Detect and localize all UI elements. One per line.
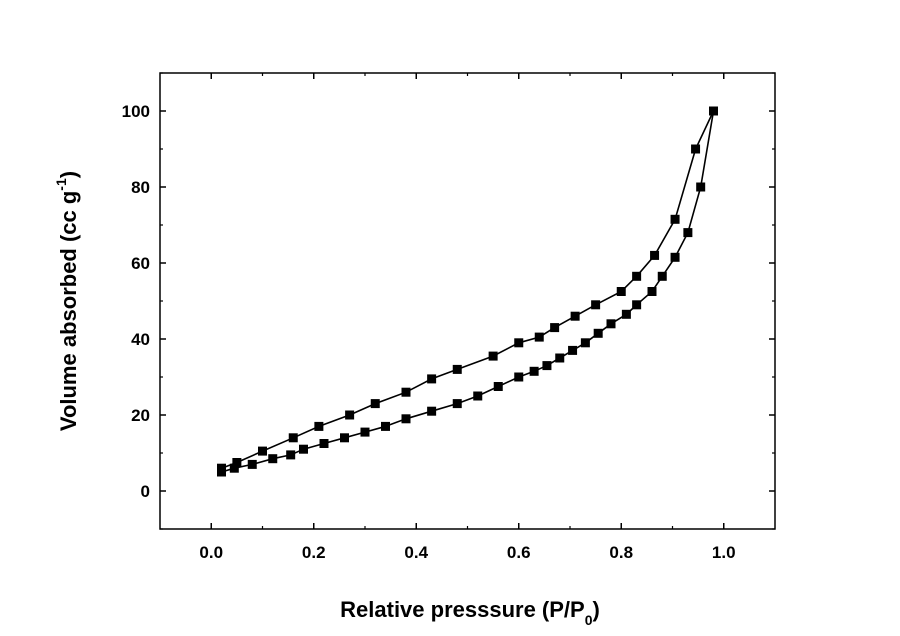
- data-point: [217, 467, 226, 477]
- data-point: [514, 338, 524, 348]
- data-point: [381, 421, 390, 431]
- data-point: [247, 459, 257, 469]
- data-point: [621, 309, 631, 319]
- x-tick-label: 0.8: [609, 543, 633, 562]
- data-point: [670, 252, 680, 262]
- y-tick-label: 80: [131, 178, 150, 197]
- data-point: [534, 332, 544, 342]
- data-point: [401, 414, 411, 424]
- data-point: [360, 427, 370, 437]
- data-point: [647, 287, 657, 296]
- y-axis-title: Volume absorbed (cc g-1): [53, 171, 81, 431]
- data-point: [473, 391, 483, 401]
- data-point: [268, 454, 278, 464]
- x-axis-title: Relative presssure (P/P0): [340, 597, 600, 628]
- y-axis-title-close: ): [56, 171, 81, 178]
- series-line-2: [221, 110, 715, 473]
- data-point: [401, 387, 411, 397]
- data-point: [691, 144, 701, 154]
- data-point: [370, 399, 380, 409]
- data-point: [427, 406, 437, 416]
- data-point: [580, 338, 590, 348]
- data-point: [616, 287, 626, 296]
- data-point: [657, 271, 667, 281]
- y-axis-title-superscript: -1: [53, 178, 69, 191]
- x-tick-label: 0.0: [199, 543, 223, 562]
- y-tick-label: 0: [141, 482, 150, 501]
- data-point: [488, 351, 498, 361]
- y-tick-label: 100: [122, 102, 150, 121]
- data-point: [286, 450, 296, 460]
- data-point: [591, 300, 601, 310]
- y-tick-label: 20: [131, 406, 150, 425]
- data-point: [683, 228, 693, 238]
- data-point: [606, 319, 616, 329]
- data-point: [696, 182, 706, 192]
- y-tick-label: 40: [131, 330, 150, 349]
- data-point: [340, 433, 349, 443]
- data-point: [593, 328, 603, 338]
- data-point: [299, 444, 308, 454]
- data-point: [568, 345, 578, 355]
- x-axis-title-subscript: 0: [585, 612, 593, 628]
- series-line-1: [221, 110, 715, 469]
- data-point: [670, 214, 680, 224]
- data-point: [452, 364, 462, 374]
- data-point: [345, 410, 355, 420]
- data-point: [542, 361, 552, 371]
- data-point: [555, 353, 565, 363]
- data-point: [632, 300, 642, 310]
- x-axis-title-close: ): [593, 597, 600, 622]
- x-axis-title-main: Relative presssure (P/P: [340, 597, 585, 622]
- data-point: [319, 439, 329, 448]
- y-ticks: 0 20 40 60 80 100: [122, 72, 775, 530]
- data-point: [232, 458, 242, 467]
- data-point: [258, 446, 267, 456]
- data-point: [632, 271, 642, 281]
- x-tick-label: 0.6: [507, 543, 531, 562]
- data-point: [514, 372, 524, 382]
- series-layer: [217, 106, 718, 477]
- data-point: [229, 463, 239, 473]
- x-tick-label: 0.2: [302, 543, 326, 562]
- data-point: [529, 366, 539, 376]
- x-ticks: 0.0 0.2 0.4 0.6 0.8 1.0: [199, 73, 736, 562]
- data-point: [493, 382, 503, 391]
- data-point: [452, 399, 462, 409]
- data-point: [550, 323, 560, 333]
- y-tick-label: 60: [131, 254, 150, 273]
- data-point: [570, 311, 580, 321]
- data-point: [650, 250, 660, 260]
- data-point: [288, 433, 298, 443]
- data-point: [427, 374, 437, 384]
- x-tick-label: 0.4: [404, 543, 428, 562]
- y-axis-title-main: Volume absorbed (cc g: [56, 191, 81, 431]
- data-point: [709, 106, 718, 116]
- data-point: [314, 421, 324, 431]
- x-tick-label: 1.0: [712, 543, 736, 562]
